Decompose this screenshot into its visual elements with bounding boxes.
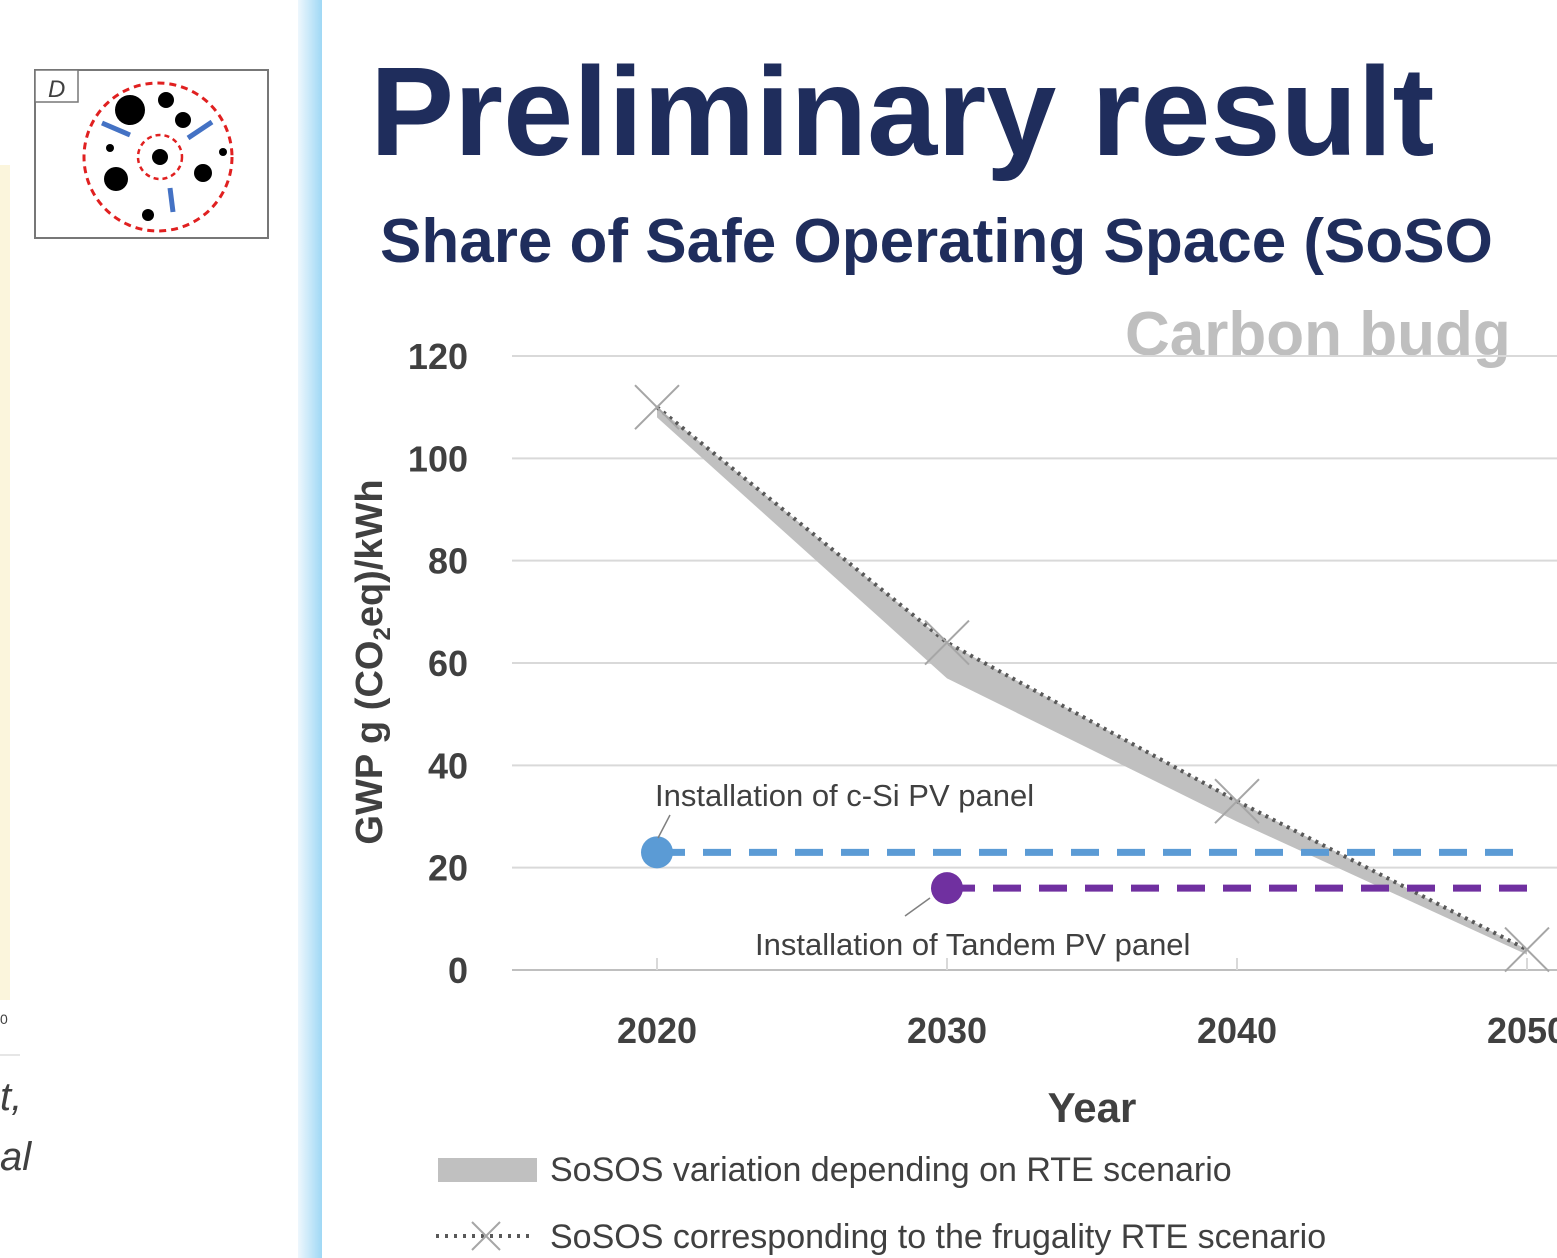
- legend-swatch: [438, 1158, 537, 1182]
- y-axis-label-part: eq)/kWh: [349, 479, 391, 627]
- scenario-marker: [1214, 778, 1260, 824]
- y-tick-label: 40: [428, 745, 468, 786]
- chart-subtitle-2: Carbon budg: [1125, 300, 1511, 369]
- x-tick-label: 2040: [1197, 1010, 1277, 1051]
- scenario-marker: [634, 384, 680, 430]
- annotation-leader: [904, 897, 931, 917]
- chart-title: Preliminary result: [370, 41, 1434, 182]
- annotation: Installation of Tandem PV panel: [755, 927, 1190, 962]
- scenario-marker: [924, 619, 970, 666]
- legend-label: SoSOS variation depending on RTE scenari…: [550, 1151, 1232, 1189]
- y-tick-label: 20: [428, 848, 468, 889]
- annotation-leader: [657, 814, 671, 839]
- inset-diagram: D: [34, 69, 269, 239]
- left-fragment: 0: [0, 1011, 8, 1027]
- threshold-start: [931, 872, 963, 905]
- x-tick-label: 2050: [1487, 1010, 1557, 1051]
- y-tick-label: 120: [408, 336, 468, 377]
- x-tick-label: 2030: [907, 1010, 987, 1051]
- y-tick-label: 60: [428, 643, 468, 684]
- legend-swatch: [471, 1221, 501, 1251]
- annotation: Installation of c-Si PV panel: [655, 778, 1034, 813]
- y-tick-label: 0: [448, 950, 468, 991]
- scenario-marker: [1504, 926, 1550, 973]
- x-tick-label: 2020: [617, 1010, 697, 1051]
- variation-band: [657, 407, 1527, 955]
- y-axis-label-sub: 2: [369, 627, 396, 640]
- scenario-line: [655, 405, 1528, 952]
- left-fragment: t,: [0, 1075, 22, 1119]
- y-tick-label: 100: [408, 438, 468, 479]
- left-fragment: al: [0, 1135, 32, 1179]
- panel-border: [298, 0, 322, 1258]
- y-axis-label: GWP g (CO2eq)/kWh: [349, 479, 396, 844]
- y-axis-label-part: GWP g (CO: [349, 641, 391, 845]
- legend-label: SoSOS corresponding to the frugality RTE…: [550, 1218, 1326, 1256]
- threshold-start: [641, 836, 673, 869]
- inset-label: D: [48, 76, 65, 103]
- x-axis-label: Year: [1048, 1084, 1137, 1131]
- chart-subtitle: Share of Safe Operating Space (SoSO: [380, 207, 1493, 276]
- left-plot-strip: [0, 165, 10, 1000]
- y-tick-label: 80: [428, 541, 468, 582]
